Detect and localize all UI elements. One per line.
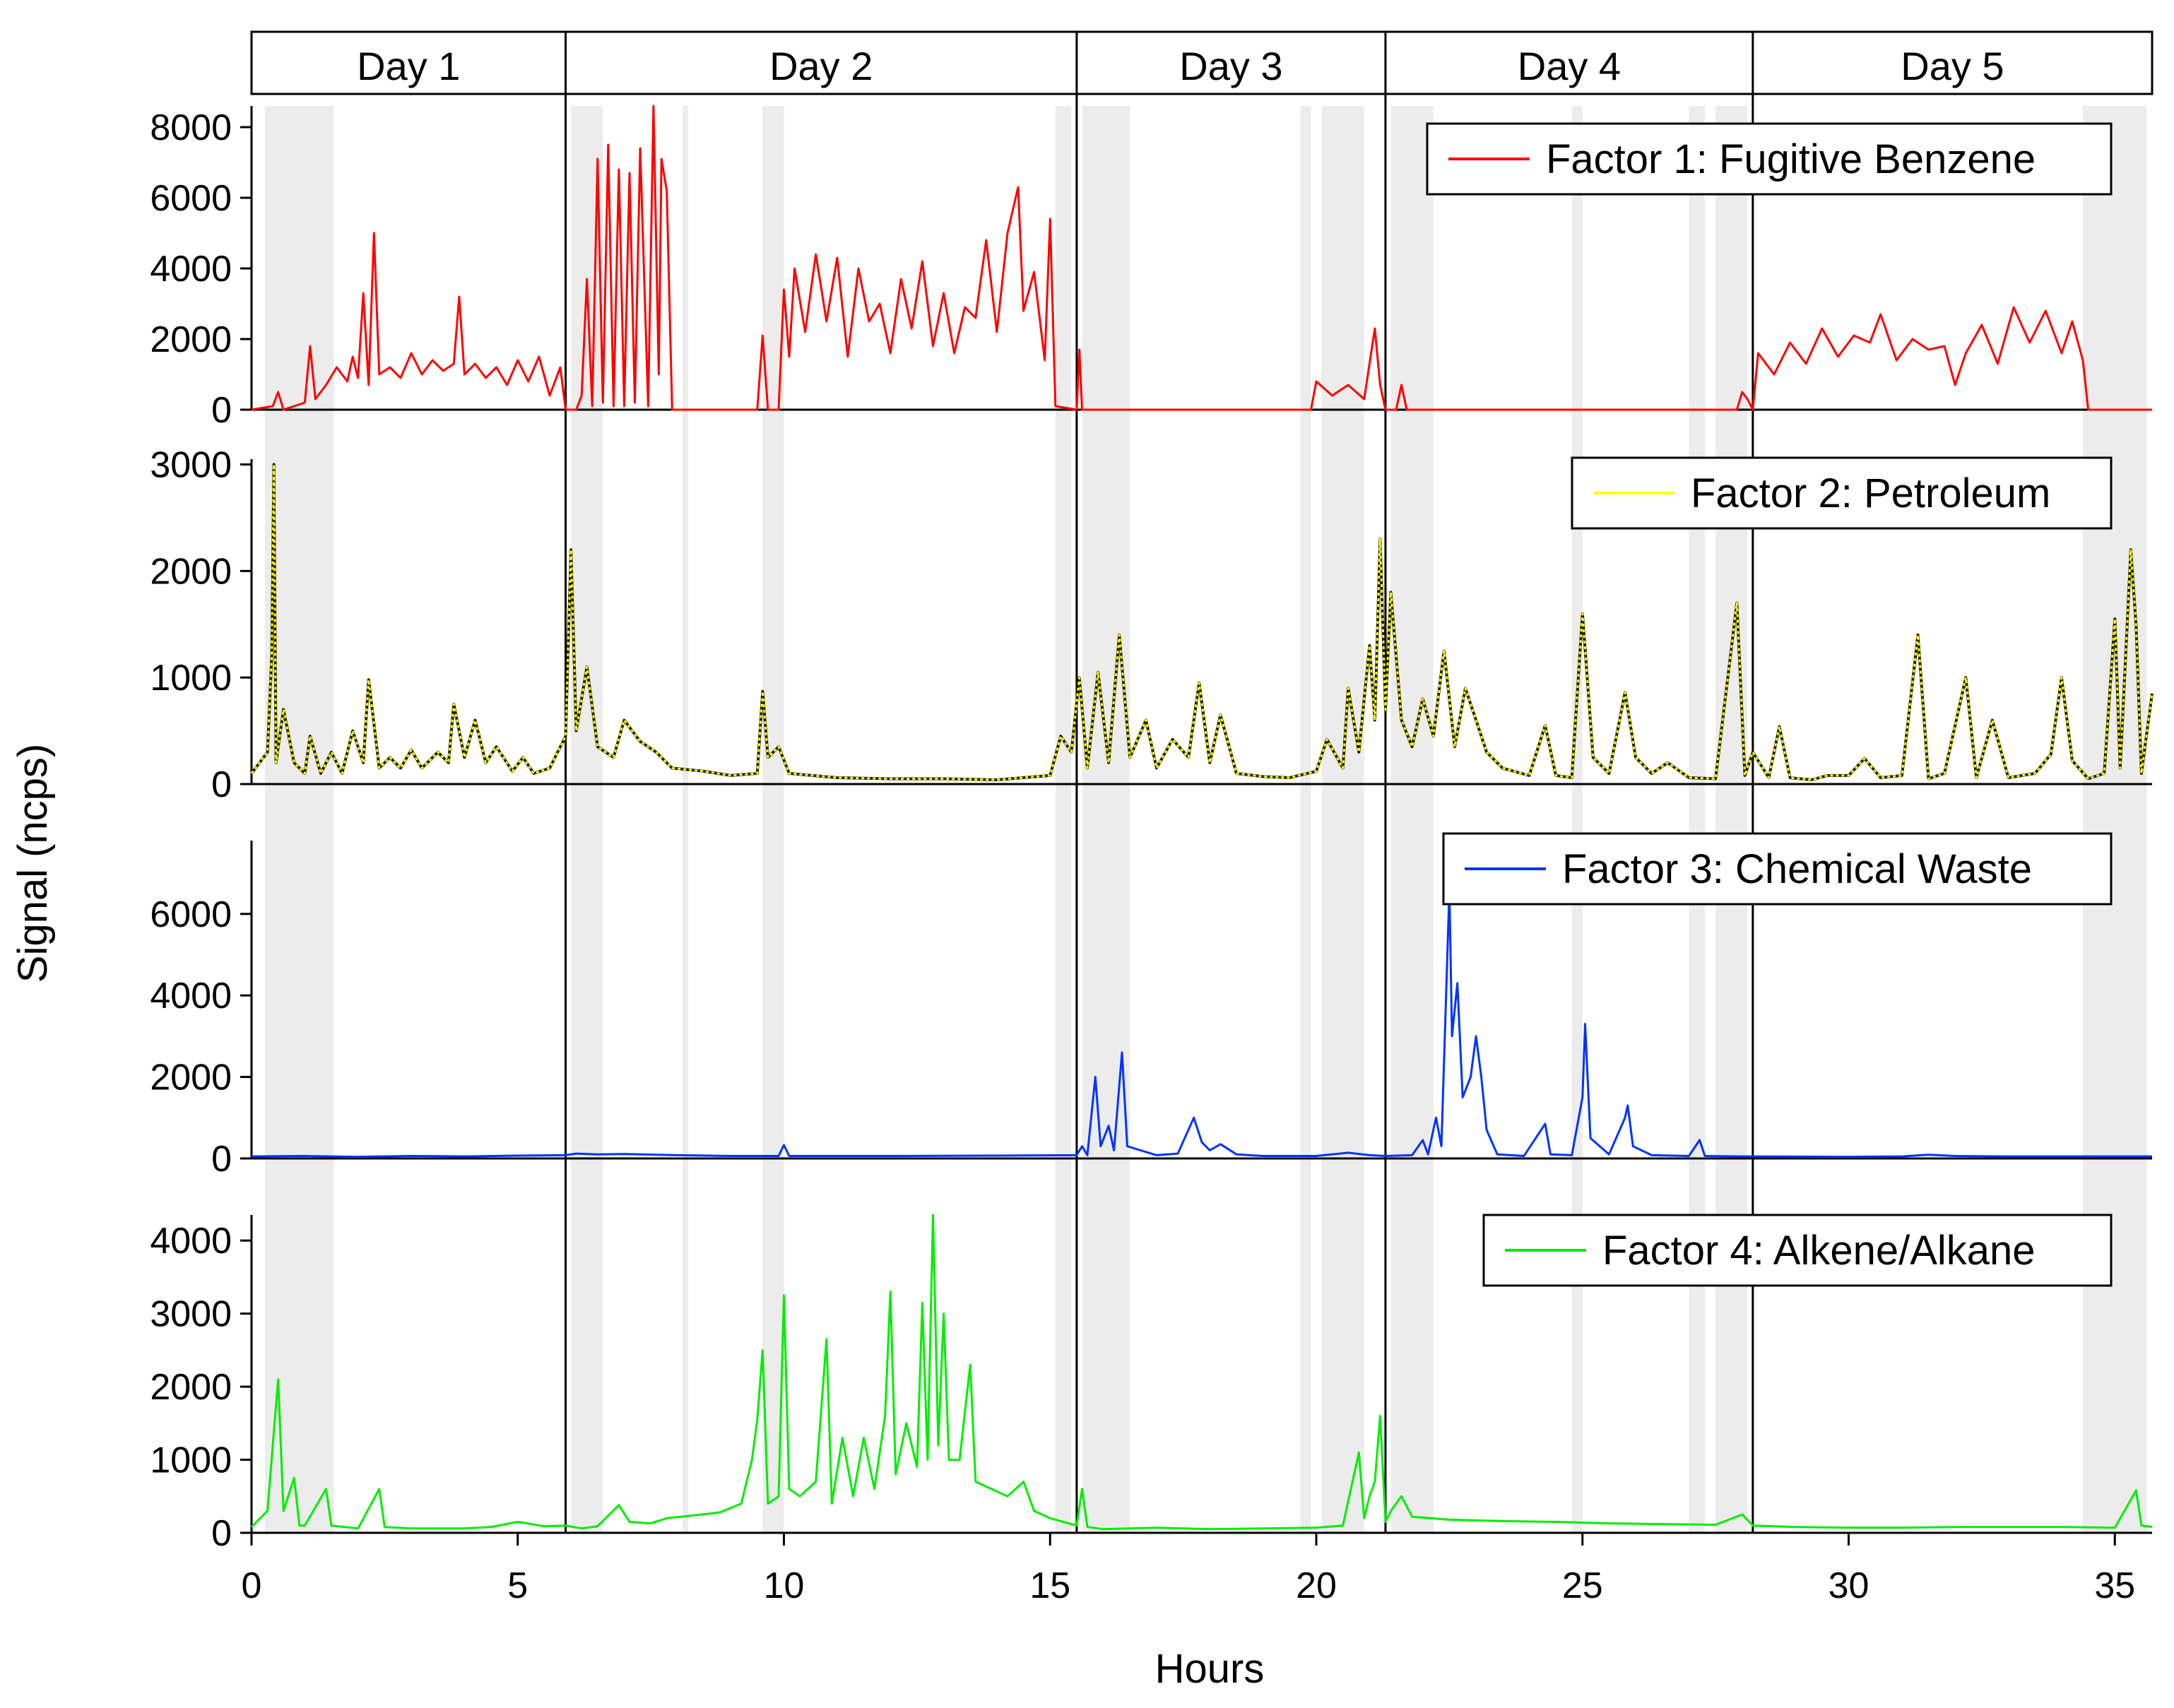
x-tick-label: 0 <box>242 1565 262 1606</box>
y-tick-label: 0 <box>211 764 232 805</box>
shaded-period <box>1689 106 1706 1533</box>
day-label: Day 3 <box>1179 44 1282 88</box>
factor-panel: 0 1000 2000 3000 Factor 2: Petroleum <box>150 445 2154 805</box>
x-tick-label: 5 <box>507 1565 528 1606</box>
shaded-period <box>762 106 784 1533</box>
y-tick-label: 1000 <box>150 658 232 699</box>
x-axis-title: Hours <box>1155 1646 1265 1692</box>
legend-box <box>1482 1214 2113 1287</box>
shaded-period <box>571 106 603 1533</box>
shaded-period <box>1390 106 1434 1533</box>
x-tick-label: 30 <box>1829 1565 1869 1606</box>
legend-box <box>1426 122 2113 196</box>
legend: Factor 3: Chemical Waste <box>1442 832 2113 906</box>
y-tick-label: 2000 <box>150 1057 232 1098</box>
y-tick-label: 8000 <box>150 107 232 148</box>
shaded-time-periods <box>264 106 2147 1533</box>
day-header-frame <box>250 30 2154 95</box>
y-tick-label: 4000 <box>150 1221 232 1262</box>
shaded-period <box>1321 106 1364 1533</box>
shaded-period <box>1082 106 1130 1533</box>
day-label: Day 5 <box>1901 44 2004 88</box>
y-tick-label: 2000 <box>150 551 232 592</box>
shaded-period <box>2083 106 2147 1533</box>
x-tick-label: 15 <box>1029 1565 1070 1606</box>
y-tick-label: 3000 <box>150 1294 232 1335</box>
y-tick-label: 6000 <box>150 178 232 219</box>
y-tick-label: 6000 <box>150 894 232 935</box>
y-tick-label: 4000 <box>150 249 232 290</box>
legend: Factor 1: Fugitive Benzene <box>1426 122 2113 196</box>
legend-label: Factor 4: Alkene/Alkane <box>1602 1228 2036 1274</box>
y-tick-label: 1000 <box>150 1440 232 1481</box>
day-label: Day 4 <box>1518 44 1621 88</box>
y-tick-label: 0 <box>211 1139 232 1180</box>
x-tick-label: 20 <box>1296 1565 1337 1606</box>
y-tick-label: 0 <box>211 390 232 431</box>
series-line <box>251 888 2152 1158</box>
legend: Factor 2: Petroleum <box>1571 456 2113 530</box>
factor-panel: 0 2000 4000 6000 Factor 3: Chemical Waste <box>150 832 2152 1180</box>
shaded-period <box>1300 106 1311 1533</box>
y-tick-label: 2000 <box>150 319 232 360</box>
series-line <box>251 105 2152 411</box>
x-tick-label: 10 <box>764 1565 805 1606</box>
legend-label: Factor 1: Fugitive Benzene <box>1546 136 2036 182</box>
series-line <box>250 1214 2153 1531</box>
y-axis-title: Signal (ncps) <box>10 744 56 983</box>
y-tick-label: 0 <box>211 1513 232 1554</box>
factor-panels: 0 2000 4000 6000 8000 Factor 1: Fugitive Benz… <box>150 105 2154 1554</box>
x-axis: 0 5 10 15 20 25 30 35 <box>242 1533 2135 1606</box>
shaded-period <box>1055 106 1072 1533</box>
shaded-period <box>264 106 334 1533</box>
shaded-period <box>1715 106 1748 1533</box>
legend-label: Factor 3: Chemical Waste <box>1562 846 2032 892</box>
day-header-bar: Day 1 Day 2 Day 3 Day 4 Day 5 <box>250 30 2154 1533</box>
y-tick-label: 2000 <box>150 1367 232 1408</box>
day-label: Day 2 <box>769 44 873 88</box>
legend-box <box>1442 832 2113 906</box>
factor-panel: 0 1000 2000 3000 4000 Factor 4: Alkene/Alkane <box>150 1214 2153 1554</box>
factor-panel: 0 2000 4000 6000 8000 Factor 1: Fugitive Benz… <box>150 105 2152 431</box>
x-tick-label: 25 <box>1562 1565 1603 1606</box>
y-tick-label: 4000 <box>150 975 232 1016</box>
legend-label: Factor 2: Petroleum <box>1691 470 2050 516</box>
shaded-period <box>1571 106 1583 1533</box>
day-label: Day 1 <box>357 44 460 88</box>
series-line <box>250 463 2154 781</box>
y-tick-label: 3000 <box>150 445 232 486</box>
legend: Factor 4: Alkene/Alkane <box>1482 1214 2113 1287</box>
shaded-period <box>683 106 688 1533</box>
x-tick-label: 35 <box>2094 1565 2135 1606</box>
